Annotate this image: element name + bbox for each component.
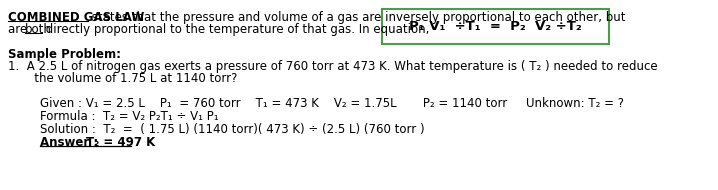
Text: Formula :  T₂ = V₂ P₂T₁ ÷ V₁ P₁: Formula : T₂ = V₂ P₂T₁ ÷ V₁ P₁: [40, 110, 219, 123]
Text: 1.  A 2.5 L of nitrogen gas exerts a pressure of 760 torr at 473 K. What tempera: 1. A 2.5 L of nitrogen gas exerts a pres…: [8, 60, 657, 73]
Text: Given : V₁ = 2.5 L    P₁  = 760 torr    T₁ = 473 K    V₂ = 1.75L       P₂ = 1140: Given : V₁ = 2.5 L P₁ = 760 torr T₁ = 47…: [40, 97, 624, 110]
Text: directly proportional to the temperature of that gas. In equation,: directly proportional to the temperature…: [42, 23, 429, 36]
FancyBboxPatch shape: [381, 9, 610, 44]
Text: are: are: [8, 23, 31, 36]
Text: both: both: [24, 23, 52, 36]
Text: the volume of 1.75 L at 1140 torr?: the volume of 1.75 L at 1140 torr?: [8, 72, 237, 85]
Text: Answer :: Answer :: [40, 136, 107, 149]
Text: states that the pressure and volume of a gas are inversely proportional to each : states that the pressure and volume of a…: [88, 11, 625, 24]
Text: P₁ V₁  ÷T₁  =  P₂  V₂ ÷T₂: P₁ V₁ ÷T₁ = P₂ V₂ ÷T₂: [409, 20, 582, 33]
Text: T₂ = 497 K: T₂ = 497 K: [85, 136, 155, 149]
Text: Solution :  T₂  =  ( 1.75 L) (1140 torr)( 473 K) ÷ (2.5 L) (760 torr ): Solution : T₂ = ( 1.75 L) (1140 torr)( 4…: [40, 123, 425, 136]
Text: COMBINED GAS LAW: COMBINED GAS LAW: [8, 11, 144, 24]
Text: Sample Problem:: Sample Problem:: [8, 48, 121, 61]
